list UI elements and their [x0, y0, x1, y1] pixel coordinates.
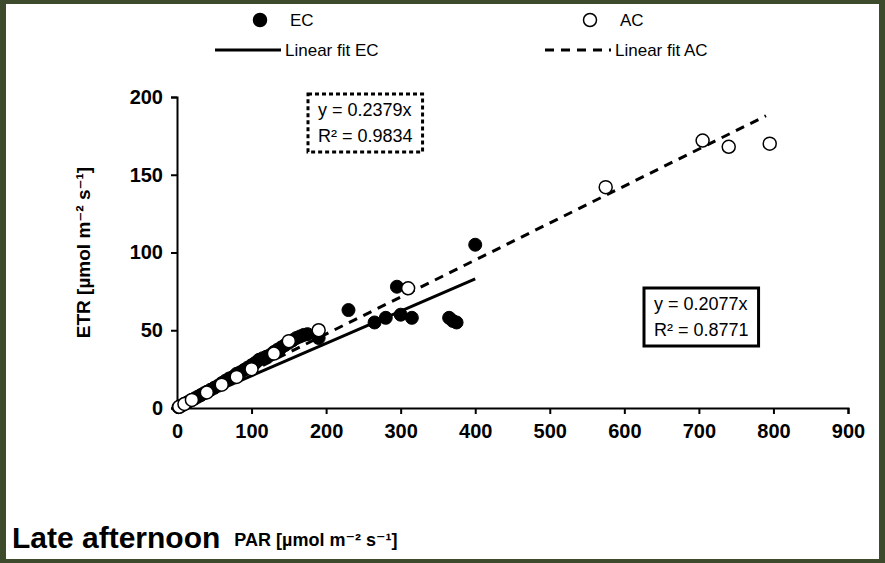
- plot-area: [172, 116, 776, 414]
- x-tick-mark: [773, 408, 775, 414]
- point: [312, 324, 325, 337]
- legend-label: AC: [620, 11, 644, 30]
- legend-item: Linear fit AC: [545, 41, 708, 60]
- y-tick-mark: [171, 252, 177, 254]
- legend-item: EC: [254, 11, 314, 30]
- y-tick-mark: [171, 97, 177, 99]
- background: [6, 4, 879, 559]
- x-tick: 800: [757, 408, 790, 442]
- point: [267, 347, 280, 360]
- legend-label: EC: [290, 11, 314, 30]
- x-tick-label: 600: [608, 420, 641, 442]
- legend-line: [215, 49, 281, 52]
- x-tick: 500: [534, 408, 567, 442]
- x-tick-mark: [251, 408, 253, 414]
- legend-marker: [254, 14, 267, 27]
- x-tick-label: 200: [310, 420, 343, 442]
- x-axis-title: PAR [µmol m⁻² s⁻¹]: [234, 530, 397, 550]
- y-axis-line: [171, 98, 178, 409]
- point: [185, 393, 198, 406]
- x-tick: 300: [384, 408, 417, 442]
- fit-line: [177, 116, 766, 408]
- legend-item: Linear fit EC: [215, 41, 379, 60]
- annotation-text: y = 0.2379x: [318, 100, 412, 120]
- annotation-text: y = 0.2077x: [654, 294, 748, 314]
- y-axis: 0 50 100 150 200: [130, 86, 178, 419]
- y-tick: 200: [130, 86, 177, 108]
- x-tick-label: 700: [683, 420, 716, 442]
- legend-label: Linear fit EC: [285, 41, 379, 60]
- annotation-text: R² = 0.8771: [654, 320, 749, 340]
- x-tick: 100: [235, 408, 268, 442]
- x-tick: 600: [608, 408, 641, 442]
- point: [469, 238, 482, 251]
- y-axis-title: ETR [µmol m⁻² s⁻¹]: [73, 167, 94, 338]
- x-tick-label: 400: [459, 420, 492, 442]
- annotation-text: R² = 0.9834: [318, 126, 413, 146]
- legend-marker: [584, 14, 597, 27]
- x-tick-label: 300: [384, 420, 417, 442]
- y-tick: 100: [130, 241, 177, 263]
- point: [245, 363, 258, 376]
- point: [402, 282, 415, 295]
- legend: EC AC Linear fit EC Linear fit AC: [215, 11, 708, 60]
- x-tick: 200: [310, 408, 343, 442]
- fit-line: [177, 279, 475, 408]
- y-tick-label: 50: [141, 319, 163, 341]
- y-tick: 150: [130, 164, 177, 186]
- x-tick-label: 500: [534, 420, 567, 442]
- point: [379, 311, 392, 324]
- point: [215, 378, 228, 391]
- point: [450, 316, 463, 329]
- y-tick-label: 150: [130, 164, 163, 186]
- x-tick-label: 0: [172, 420, 183, 442]
- y-tick-mark: [171, 174, 177, 176]
- x-tick-label: 800: [757, 420, 790, 442]
- y-tick-label: 100: [130, 241, 163, 263]
- point: [763, 137, 776, 150]
- annotation-box: [308, 94, 423, 152]
- point: [200, 386, 213, 399]
- x-tick-mark: [326, 408, 328, 414]
- point: [230, 370, 243, 383]
- x-tick-label: 100: [235, 420, 268, 442]
- point: [200, 385, 213, 398]
- y-tick-mark: [171, 330, 177, 332]
- legend-label: Linear fit AC: [615, 41, 708, 60]
- legend-line: [545, 49, 611, 52]
- x-tick-mark: [624, 408, 626, 414]
- y-tick-label: 200: [130, 86, 163, 108]
- point: [696, 134, 709, 147]
- x-tick: 700: [683, 408, 716, 442]
- annotation: y = 0.2077x R² = 0.8771: [644, 288, 759, 346]
- x-tick: 900: [832, 408, 865, 442]
- point: [185, 393, 198, 406]
- x-tick: 400: [459, 408, 492, 442]
- x-axis: 0 100 200 300 400 500 600 700 800 900: [172, 408, 865, 442]
- point: [599, 181, 612, 194]
- y-tick: 50: [141, 319, 177, 341]
- point: [405, 311, 418, 324]
- x-tick-mark: [848, 408, 850, 414]
- x-tick-label: 900: [832, 420, 865, 442]
- x-tick-mark: [475, 408, 477, 414]
- x-tick-mark: [698, 408, 700, 414]
- point: [342, 304, 355, 317]
- x-axis-line: [178, 409, 849, 415]
- x-tick-mark: [549, 408, 551, 414]
- chart: 0 100 200 300 400 500 600 700 800 900 0 50 100 150 200…: [0, 0, 885, 563]
- point: [282, 335, 295, 348]
- annotation-box: [644, 288, 759, 346]
- y-tick-label: 0: [152, 397, 163, 419]
- legend-item: AC: [584, 11, 644, 30]
- point: [722, 140, 735, 153]
- x-tick-mark: [400, 408, 402, 414]
- annotation: y = 0.2379x R² = 0.9834: [308, 94, 423, 152]
- title: Late afternoon: [12, 521, 220, 554]
